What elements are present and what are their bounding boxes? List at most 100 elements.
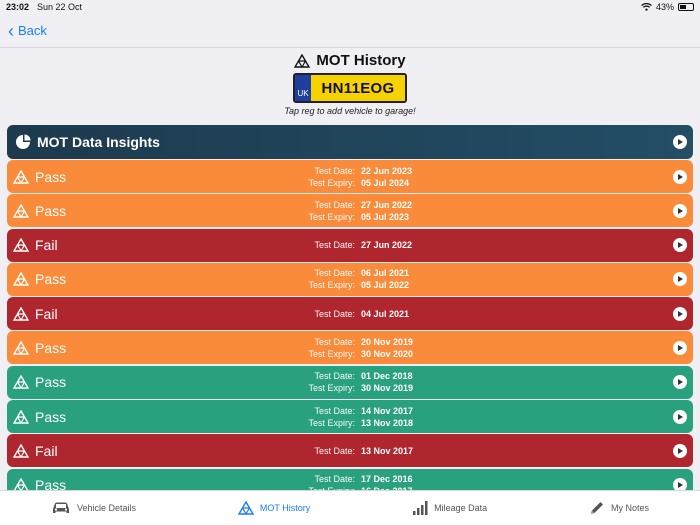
test-expiry-key: Test Expiry:: [308, 211, 355, 222]
test-date-line: Test Date: 27 Jun 2022: [307, 199, 412, 211]
test-date-line: Test Date: 27 Jun 2022: [307, 239, 412, 251]
test-result: Fail: [13, 306, 133, 322]
nav-bar: ‹ Back: [0, 14, 700, 48]
test-expiry-key: Test Expiry:: [308, 177, 355, 188]
test-dates: Test Date: 17 Dec 2016 Test Expiry: 16 Dec …: [307, 469, 413, 490]
mot-data-insights-row[interactable]: MOT Data Insights: [7, 125, 693, 159]
test-dates: Test Date: 22 Jun 2023 Test Expiry: 05 Jul …: [307, 160, 412, 193]
test-result-label: Fail: [35, 237, 58, 254]
mot-triangle-icon: [13, 238, 29, 252]
test-expiry-value: 30 Nov 2020: [361, 348, 414, 359]
mot-test-row[interactable]: Pass Test Date: 01 Dec 2018 Test Expiry: 30 …: [7, 365, 693, 399]
tab-label: Vehicle Details: [76, 503, 136, 513]
chevron-right-icon: [673, 443, 687, 458]
reg-plate-button[interactable]: UK HN11EOG: [293, 73, 407, 103]
chevron-right-icon: [673, 169, 687, 184]
chevron-right-icon: [673, 375, 687, 390]
test-date-key: Test Date:: [314, 240, 355, 251]
test-date-value: 22 Jun 2023: [361, 165, 413, 176]
status-right: 43%: [641, 2, 694, 12]
test-result: Pass: [13, 340, 133, 356]
test-result: Pass: [13, 409, 133, 425]
mot-test-row[interactable]: Fail Test Date: 27 Jun 2022: [7, 228, 693, 262]
test-expiry-line: Test Expiry: 13 Nov 2018: [307, 417, 413, 429]
test-expiry-line: Test Expiry: 30 Nov 2019: [307, 382, 413, 394]
test-date-key: Test Date:: [314, 445, 355, 456]
test-date-value: 20 Nov 2019: [361, 336, 414, 347]
test-expiry-value: 30 Nov 2019: [361, 383, 414, 394]
mot-triangle-icon: [13, 272, 29, 287]
test-expiry-key: Test Expiry:: [308, 417, 355, 428]
test-date-key: Test Date:: [314, 268, 355, 279]
test-result-label: Fail: [35, 442, 58, 459]
plate-hint: Tap reg to add vehicle to garage!: [284, 106, 416, 116]
tab-vehicle-details[interactable]: Vehicle Details: [51, 501, 136, 515]
mot-test-row[interactable]: Pass Test Date: 14 Nov 2017 Test Expiry: 13 …: [7, 400, 693, 434]
test-expiry-line: Test Expiry: 30 Nov 2020: [307, 348, 413, 360]
test-expiry-value: 05 Jul 2022: [361, 280, 410, 291]
chevron-right-icon: [673, 306, 687, 321]
mot-list: MOT Data Insights Pass Test Date: 22 Jun 2…: [7, 125, 693, 490]
test-expiry-value: 13 Nov 2018: [361, 417, 414, 428]
tab-my-notes[interactable]: My Notes: [589, 500, 649, 516]
test-result: Pass: [13, 203, 133, 219]
test-date-value: 27 Jun 2022: [361, 199, 413, 210]
test-list: Pass Test Date: 22 Jun 2023 Test Expiry: 05 …: [7, 160, 693, 490]
test-result-label: Pass: [35, 339, 67, 356]
tab-label: MOT History: [259, 503, 311, 513]
test-date-line: Test Date: 17 Dec 2016: [307, 473, 413, 485]
mot-test-row[interactable]: Fail Test Date: 13 Nov 2017: [7, 434, 693, 468]
tab-mileage-data[interactable]: Mileage Data: [412, 501, 487, 515]
test-expiry-line: Test Expiry: 16 Dec 2017: [307, 485, 412, 490]
back-label: Back: [18, 23, 47, 38]
chevron-right-icon: [673, 272, 687, 287]
chevron-left-icon: ‹: [8, 20, 14, 41]
pencil-icon: [589, 500, 605, 516]
test-dates: Test Date: 20 Nov 2019 Test Expiry: 30 Nov …: [307, 331, 413, 364]
mot-triangle-icon: [13, 340, 29, 355]
chevron-right-icon: [673, 238, 687, 253]
test-date-key: Test Date:: [314, 308, 355, 319]
test-expiry-key: Test Expiry:: [308, 280, 355, 291]
test-date-line: Test Date: 20 Nov 2019: [307, 336, 413, 348]
mot-test-row[interactable]: Fail Test Date: 04 Jul 2021: [7, 297, 693, 331]
mot-test-row[interactable]: Pass Test Date: 22 Jun 2023 Test Expiry: 05 …: [7, 160, 693, 193]
mot-triangle-icon: [13, 306, 29, 321]
test-dates: Test Date: 13 Nov 2017: [307, 434, 413, 467]
back-button[interactable]: ‹ Back: [8, 22, 47, 40]
test-dates: Test Date: 14 Nov 2017 Test Expiry: 13 Nov …: [307, 400, 413, 433]
mot-triangle-icon: [13, 478, 29, 490]
test-expiry-line: Test Expiry: 05 Jul 2024: [307, 177, 412, 189]
tab-bar: Vehicle Details MOT History Mileage Data…: [0, 490, 700, 525]
test-result-label: Pass: [35, 168, 67, 185]
mot-test-row[interactable]: Pass Test Date: 17 Dec 2016 Test Expiry: 16 …: [7, 468, 693, 490]
test-date-key: Test Date:: [314, 371, 355, 382]
mot-triangle-icon: [13, 203, 29, 218]
mot-test-row[interactable]: Pass Test Date: 20 Nov 2019 Test Expiry: 30 …: [7, 331, 693, 365]
tab-mot-history[interactable]: MOT History: [237, 501, 311, 515]
wifi-icon: [641, 3, 652, 11]
chevron-right-icon: [673, 203, 687, 218]
test-date-value: 17 Dec 2016: [361, 474, 413, 485]
test-date-key: Test Date:: [314, 474, 355, 485]
chevron-right-icon: [673, 340, 687, 355]
test-dates: Test Date: 27 Jun 2022: [307, 229, 412, 262]
test-date-line: Test Date: 04 Jul 2021: [307, 308, 409, 320]
test-expiry-value: 05 Jul 2024: [361, 177, 410, 188]
test-date-key: Test Date:: [314, 405, 355, 416]
test-dates: Test Date: 27 Jun 2022 Test Expiry: 05 Jul …: [307, 194, 412, 227]
test-dates: Test Date: 04 Jul 2021: [307, 297, 409, 330]
test-result-label: Fail: [35, 305, 58, 322]
test-result-label: Pass: [35, 271, 67, 288]
test-expiry-line: Test Expiry: 05 Jul 2022: [307, 279, 409, 291]
mot-test-row[interactable]: Pass Test Date: 06 Jul 2021 Test Expiry: 05 …: [7, 262, 693, 296]
status-time: 23:02: [6, 2, 30, 12]
test-result-label: Pass: [35, 477, 67, 490]
mot-test-row[interactable]: Pass Test Date: 27 Jun 2022 Test Expiry: 05 …: [7, 194, 693, 228]
test-result: Pass: [13, 271, 133, 287]
plate-reg: HN11EOG: [311, 75, 405, 101]
insights-text: MOT Data Insights: [37, 134, 160, 150]
plate-country: UK: [295, 75, 311, 101]
pie-chart-icon: [15, 134, 31, 150]
bar-chart-icon: [412, 501, 428, 515]
